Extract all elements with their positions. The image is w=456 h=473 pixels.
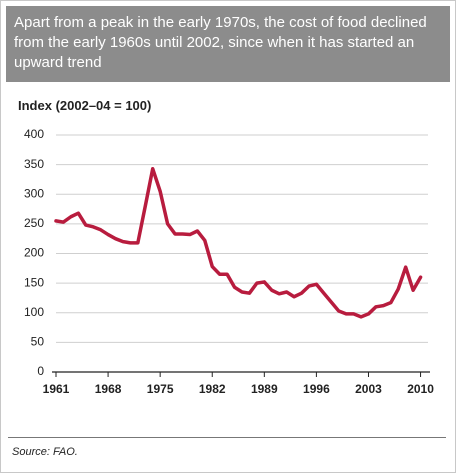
y-tick-label: 50 xyxy=(31,335,45,349)
chart-title: Apart from a peak in the early 1970s, th… xyxy=(6,6,450,82)
x-tick-label: 2003 xyxy=(355,382,382,396)
x-tick-label: 1996 xyxy=(303,382,330,396)
x-tick-label: 1989 xyxy=(251,382,278,396)
divider xyxy=(8,437,446,438)
y-tick-label: 0 xyxy=(37,364,44,378)
x-tick-label: 2010 xyxy=(407,382,434,396)
y-tick-label: 350 xyxy=(24,157,44,171)
y-tick-label: 300 xyxy=(24,186,44,200)
x-tick-label: 1961 xyxy=(43,382,70,396)
y-tick-label: 200 xyxy=(24,246,44,260)
data-line xyxy=(54,167,423,319)
source-note: Source: FAO. xyxy=(12,446,78,458)
y-axis-label: Index (2002–04 = 100) xyxy=(18,98,152,113)
y-tick-label: 400 xyxy=(24,127,44,141)
x-tick-label: 1975 xyxy=(147,382,174,396)
x-tick-label: 1982 xyxy=(199,382,226,396)
x-tick-label: 1968 xyxy=(95,382,122,396)
y-tick-label: 150 xyxy=(24,275,44,289)
y-tick-label: 250 xyxy=(24,216,44,230)
y-tick-label: 100 xyxy=(24,305,44,319)
